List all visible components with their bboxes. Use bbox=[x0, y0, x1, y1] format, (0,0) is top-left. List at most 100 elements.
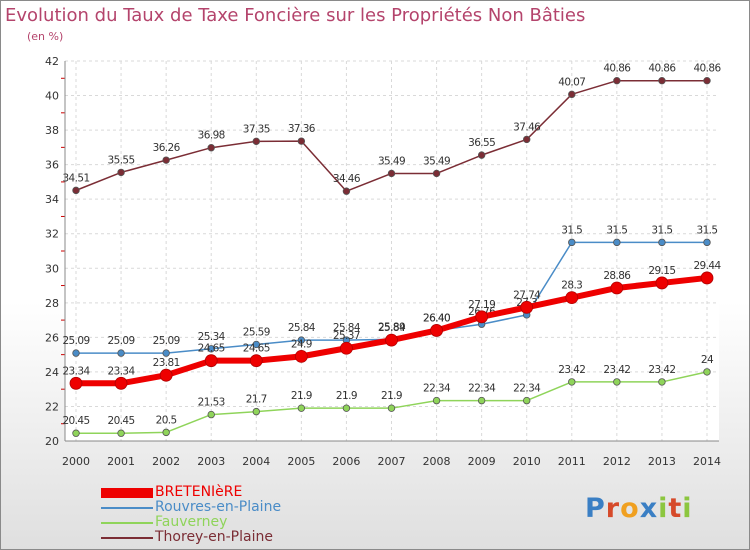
data-point-breteni-re bbox=[294, 349, 308, 363]
data-point-rouvres-en-plaine bbox=[162, 349, 170, 357]
data-point-breteni-re bbox=[565, 291, 579, 305]
data-point-thorey-en-plaine bbox=[252, 137, 260, 146]
data-label-breteni-re: 25.84 bbox=[378, 322, 406, 334]
data-label-rouvres-en-plaine: 25.09 bbox=[108, 335, 135, 347]
data-point-rouvres-en-plaine bbox=[117, 349, 125, 357]
data-point-breteni-re bbox=[655, 276, 669, 290]
data-label-breteni-re: 28.3 bbox=[561, 280, 582, 292]
data-label-fauverney: 23.42 bbox=[558, 364, 585, 376]
data-point-thorey-en-plaine bbox=[477, 151, 486, 159]
data-label-breteni-re: 25.37 bbox=[333, 330, 360, 342]
data-label-rouvres-en-plaine: 31.5 bbox=[697, 224, 718, 236]
data-point-rouvres-en-plaine bbox=[72, 349, 80, 357]
y-tick-label: 32 bbox=[45, 228, 59, 241]
data-label-thorey-en-plaine: 37.46 bbox=[513, 121, 541, 133]
data-label-thorey-en-plaine: 36.98 bbox=[198, 130, 225, 142]
logo-letter: t bbox=[668, 493, 683, 524]
y-tick-label: 36 bbox=[45, 159, 59, 172]
x-tick-label: 2000 bbox=[62, 455, 90, 468]
x-tick-label: 2001 bbox=[107, 455, 135, 468]
data-label-breteni-re: 24.65 bbox=[243, 343, 270, 355]
data-label-thorey-en-plaine: 37.36 bbox=[288, 123, 316, 135]
data-label-rouvres-en-plaine: 26.40 bbox=[423, 312, 450, 324]
x-tick-label: 2013 bbox=[648, 455, 676, 468]
legend-label: Thorey-en-Plaine bbox=[155, 529, 273, 545]
y-tick-label: 22 bbox=[45, 400, 59, 413]
data-label-thorey-en-plaine: 34.51 bbox=[62, 172, 89, 184]
data-label-thorey-en-plaine: 35.49 bbox=[378, 155, 405, 167]
y-tick-label: 42 bbox=[45, 55, 59, 68]
logo-letter: P bbox=[585, 493, 606, 524]
data-point-rouvres-en-plaine bbox=[613, 238, 621, 247]
data-label-breteni-re: 24.65 bbox=[198, 343, 225, 355]
data-point-breteni-re bbox=[340, 341, 353, 355]
data-label-fauverney: 20.45 bbox=[62, 415, 89, 427]
data-point-breteni-re bbox=[69, 376, 83, 390]
data-label-fauverney: 23.42 bbox=[603, 364, 630, 376]
data-label-breteni-re: 23.34 bbox=[62, 365, 90, 377]
x-tick-label: 2012 bbox=[603, 455, 631, 468]
x-tick-label: 2009 bbox=[468, 455, 496, 468]
data-label-thorey-en-plaine: 40.86 bbox=[648, 63, 676, 75]
data-point-thorey-en-plaine bbox=[432, 169, 441, 178]
data-label-thorey-en-plaine: 35.49 bbox=[423, 155, 450, 167]
data-label-breteni-re: 29.15 bbox=[648, 265, 675, 277]
x-tick-label: 2014 bbox=[693, 455, 721, 468]
data-label-breteni-re: 24.9 bbox=[291, 338, 312, 350]
x-tick-label: 2002 bbox=[152, 455, 180, 468]
data-point-breteni-re bbox=[430, 324, 443, 337]
data-point-fauverney bbox=[72, 429, 80, 437]
x-tick-label: 2007 bbox=[378, 455, 406, 468]
data-label-rouvres-en-plaine: 31.5 bbox=[606, 224, 627, 236]
data-point-thorey-en-plaine bbox=[658, 76, 666, 85]
data-label-fauverney: 23.42 bbox=[648, 364, 675, 376]
data-point-rouvres-en-plaine bbox=[297, 336, 306, 344]
data-label-fauverney: 21.7 bbox=[246, 394, 267, 406]
data-point-thorey-en-plaine bbox=[207, 144, 215, 152]
data-point-rouvres-en-plaine bbox=[703, 238, 711, 247]
data-point-breteni-re bbox=[385, 333, 398, 347]
data-label-fauverney: 24 bbox=[701, 354, 714, 366]
data-label-thorey-en-plaine: 37.35 bbox=[243, 123, 270, 135]
data-point-thorey-en-plaine bbox=[568, 90, 576, 99]
data-point-fauverney bbox=[703, 368, 711, 376]
data-point-thorey-en-plaine bbox=[523, 135, 531, 144]
legend-swatch bbox=[101, 488, 153, 498]
data-point-fauverney bbox=[207, 410, 215, 419]
y-tick-label: 28 bbox=[45, 297, 59, 310]
data-point-breteni-re bbox=[475, 310, 489, 324]
data-label-thorey-en-plaine: 36.26 bbox=[153, 142, 181, 154]
data-point-thorey-en-plaine bbox=[72, 186, 80, 195]
legend-label: BRETENIèRE bbox=[155, 484, 243, 500]
data-label-fauverney: 22.34 bbox=[468, 383, 496, 395]
data-point-fauverney bbox=[387, 404, 396, 412]
y-tick-label: 20 bbox=[45, 435, 59, 448]
data-label-rouvres-en-plaine: 25.34 bbox=[198, 331, 226, 343]
data-label-fauverney: 22.34 bbox=[423, 383, 451, 395]
data-label-thorey-en-plaine: 40.86 bbox=[693, 63, 721, 75]
data-point-breteni-re bbox=[159, 368, 173, 382]
plot-area bbox=[65, 61, 719, 441]
data-label-fauverney: 20.5 bbox=[156, 414, 177, 426]
y-tick-label: 26 bbox=[45, 331, 59, 344]
y-tick-label: 24 bbox=[45, 366, 59, 379]
x-tick-label: 2003 bbox=[197, 455, 225, 468]
proxiti-logo: Proxiti bbox=[585, 493, 693, 524]
data-point-thorey-en-plaine bbox=[703, 76, 711, 85]
data-label-fauverney: 21.53 bbox=[198, 397, 225, 409]
y-tick-label: 40 bbox=[45, 90, 59, 103]
data-label-thorey-en-plaine: 36.55 bbox=[468, 137, 495, 149]
y-tick-label: 34 bbox=[45, 193, 59, 206]
x-tick-label: 2004 bbox=[242, 455, 270, 468]
legend-swatch bbox=[101, 507, 153, 509]
x-tick-label: 2011 bbox=[558, 455, 586, 468]
data-label-breteni-re: 29.44 bbox=[693, 260, 721, 272]
data-label-rouvres-en-plaine: 25.84 bbox=[333, 322, 361, 334]
x-tick-label: 2006 bbox=[332, 455, 360, 468]
data-label-rouvres-en-plaine: 25.89 bbox=[378, 321, 405, 333]
data-point-fauverney bbox=[477, 396, 486, 405]
data-label-thorey-en-plaine: 40.86 bbox=[603, 63, 631, 75]
data-label-thorey-en-plaine: 34.46 bbox=[333, 173, 361, 185]
data-point-thorey-en-plaine bbox=[297, 137, 306, 145]
